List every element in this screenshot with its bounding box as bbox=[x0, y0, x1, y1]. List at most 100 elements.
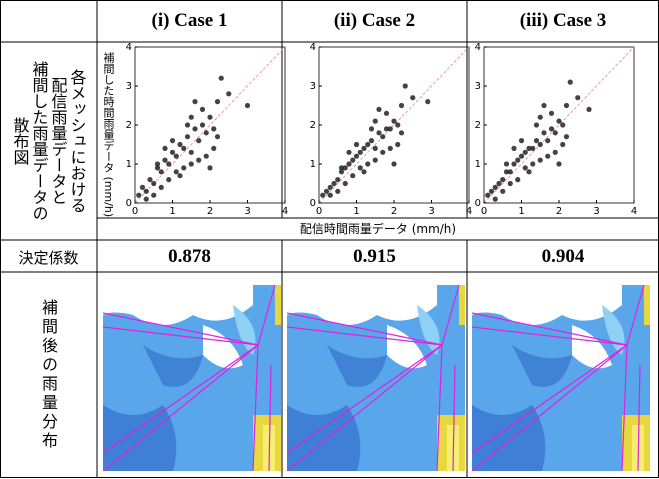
scatter-point bbox=[357, 165, 363, 171]
x-tick-label: 1 bbox=[353, 206, 359, 217]
scatter-point bbox=[214, 99, 221, 105]
scatter-point bbox=[154, 161, 161, 167]
scatter-point bbox=[391, 161, 397, 167]
scatter-point bbox=[552, 130, 558, 136]
y-tick-label: 3 bbox=[310, 81, 316, 92]
scatter-point bbox=[533, 138, 540, 144]
scatter-point bbox=[173, 169, 179, 175]
x-tick-label: 1 bbox=[169, 206, 175, 217]
y-axis-label: 補間した時間雨量データ (mm/h) bbox=[102, 52, 115, 218]
row-label-line: 補間後の雨量分布 bbox=[39, 299, 58, 451]
identity-line bbox=[483, 46, 635, 204]
scatter-point bbox=[530, 145, 536, 151]
scatter-point bbox=[488, 188, 495, 194]
scatter-point bbox=[207, 114, 213, 120]
scatter-point bbox=[402, 83, 408, 89]
scatter-point bbox=[556, 161, 562, 167]
x-tick-label: 3 bbox=[428, 206, 434, 217]
x-tick-label: 2 bbox=[391, 206, 397, 217]
scatter-point bbox=[541, 102, 547, 109]
scatter-point bbox=[158, 184, 164, 190]
scatter-point bbox=[342, 165, 348, 171]
x-tick-label: 3 bbox=[593, 206, 599, 217]
identity-line bbox=[318, 46, 470, 204]
row-label-line: 配信雨量データと bbox=[48, 77, 68, 205]
scatter-point bbox=[323, 188, 330, 194]
x-axis-label: 配信時間雨量データ (mm/h) bbox=[299, 222, 457, 236]
scatter-point bbox=[199, 122, 206, 128]
scatter-point bbox=[545, 153, 551, 159]
scatter-point bbox=[537, 141, 543, 148]
row-label-line: 補間した雨量データの bbox=[29, 61, 49, 221]
scatter-point bbox=[387, 126, 393, 132]
scatter-point bbox=[177, 173, 183, 179]
scatter-point bbox=[181, 165, 187, 171]
scatter-point bbox=[372, 157, 378, 163]
x-tick-label: 3 bbox=[244, 206, 250, 217]
x-tick-label: 1 bbox=[518, 206, 524, 217]
scatter-point bbox=[346, 161, 352, 167]
y-tick-label: 2 bbox=[475, 120, 481, 131]
scatter-point bbox=[218, 75, 224, 81]
scatter-point bbox=[188, 161, 194, 167]
scatter-point bbox=[192, 99, 198, 105]
scatter-point bbox=[526, 169, 532, 175]
scatter-point bbox=[500, 177, 506, 183]
column-header: (i) Case 1 bbox=[151, 10, 228, 31]
scatter-point bbox=[548, 110, 555, 116]
rain-map bbox=[472, 285, 650, 471]
row-label: 各メッシュにおける 配信雨量データと 補間した雨量データの 散布図 bbox=[0, 44, 97, 238]
scatter-point bbox=[151, 192, 157, 198]
x-tick-label: 4 bbox=[631, 206, 637, 217]
scatter-point bbox=[207, 165, 213, 171]
scatter-point bbox=[372, 118, 378, 124]
scatter-point bbox=[376, 106, 382, 112]
scatter-point bbox=[567, 79, 573, 85]
scatter-point bbox=[162, 157, 168, 163]
scatter-point bbox=[425, 99, 431, 105]
x-tick-label: 0 bbox=[481, 206, 487, 217]
scatter-point bbox=[177, 141, 183, 148]
scatter-point bbox=[518, 153, 525, 159]
scatter-point bbox=[556, 118, 562, 124]
x-tick-label: 0 bbox=[316, 206, 322, 217]
y-tick-label: 2 bbox=[126, 120, 132, 131]
scatter-point bbox=[548, 126, 555, 132]
scatter-point bbox=[518, 138, 525, 144]
y-tick-label: 0 bbox=[310, 198, 316, 209]
y-tick-label: 1 bbox=[475, 159, 481, 170]
x-tick-label: 4 bbox=[466, 206, 472, 217]
scatter-point bbox=[485, 192, 491, 198]
scatter-point bbox=[522, 165, 528, 171]
scatter-point bbox=[365, 141, 371, 148]
scatter-point bbox=[181, 145, 187, 151]
scatter-point bbox=[327, 184, 333, 190]
scatter-point bbox=[545, 138, 551, 144]
scatter-point bbox=[492, 184, 498, 190]
rain-map bbox=[103, 285, 281, 471]
scatter-point bbox=[350, 173, 356, 179]
scatter-point bbox=[139, 184, 146, 190]
scatter-point bbox=[586, 106, 592, 112]
scatter-point bbox=[365, 161, 371, 167]
scatter-point bbox=[541, 130, 547, 136]
y-tick-label: 1 bbox=[126, 159, 132, 170]
scatter-point bbox=[560, 122, 566, 128]
y-tick-label: 3 bbox=[475, 81, 481, 92]
scatter-point bbox=[211, 126, 217, 132]
y-tick-label: 0 bbox=[475, 198, 481, 209]
scatter-point bbox=[151, 180, 157, 187]
scatter-point bbox=[353, 141, 360, 148]
scatter-point bbox=[143, 196, 149, 202]
scatter-point bbox=[515, 177, 521, 183]
scatter-point bbox=[166, 177, 172, 183]
scatter-point bbox=[169, 149, 176, 155]
scatter-point bbox=[496, 180, 502, 187]
scatter-point bbox=[533, 122, 540, 128]
scatter-point bbox=[335, 188, 341, 194]
row-label: 補間後の雨量分布 bbox=[0, 272, 97, 478]
scatter-point bbox=[244, 102, 251, 109]
scatter-point bbox=[346, 149, 352, 155]
